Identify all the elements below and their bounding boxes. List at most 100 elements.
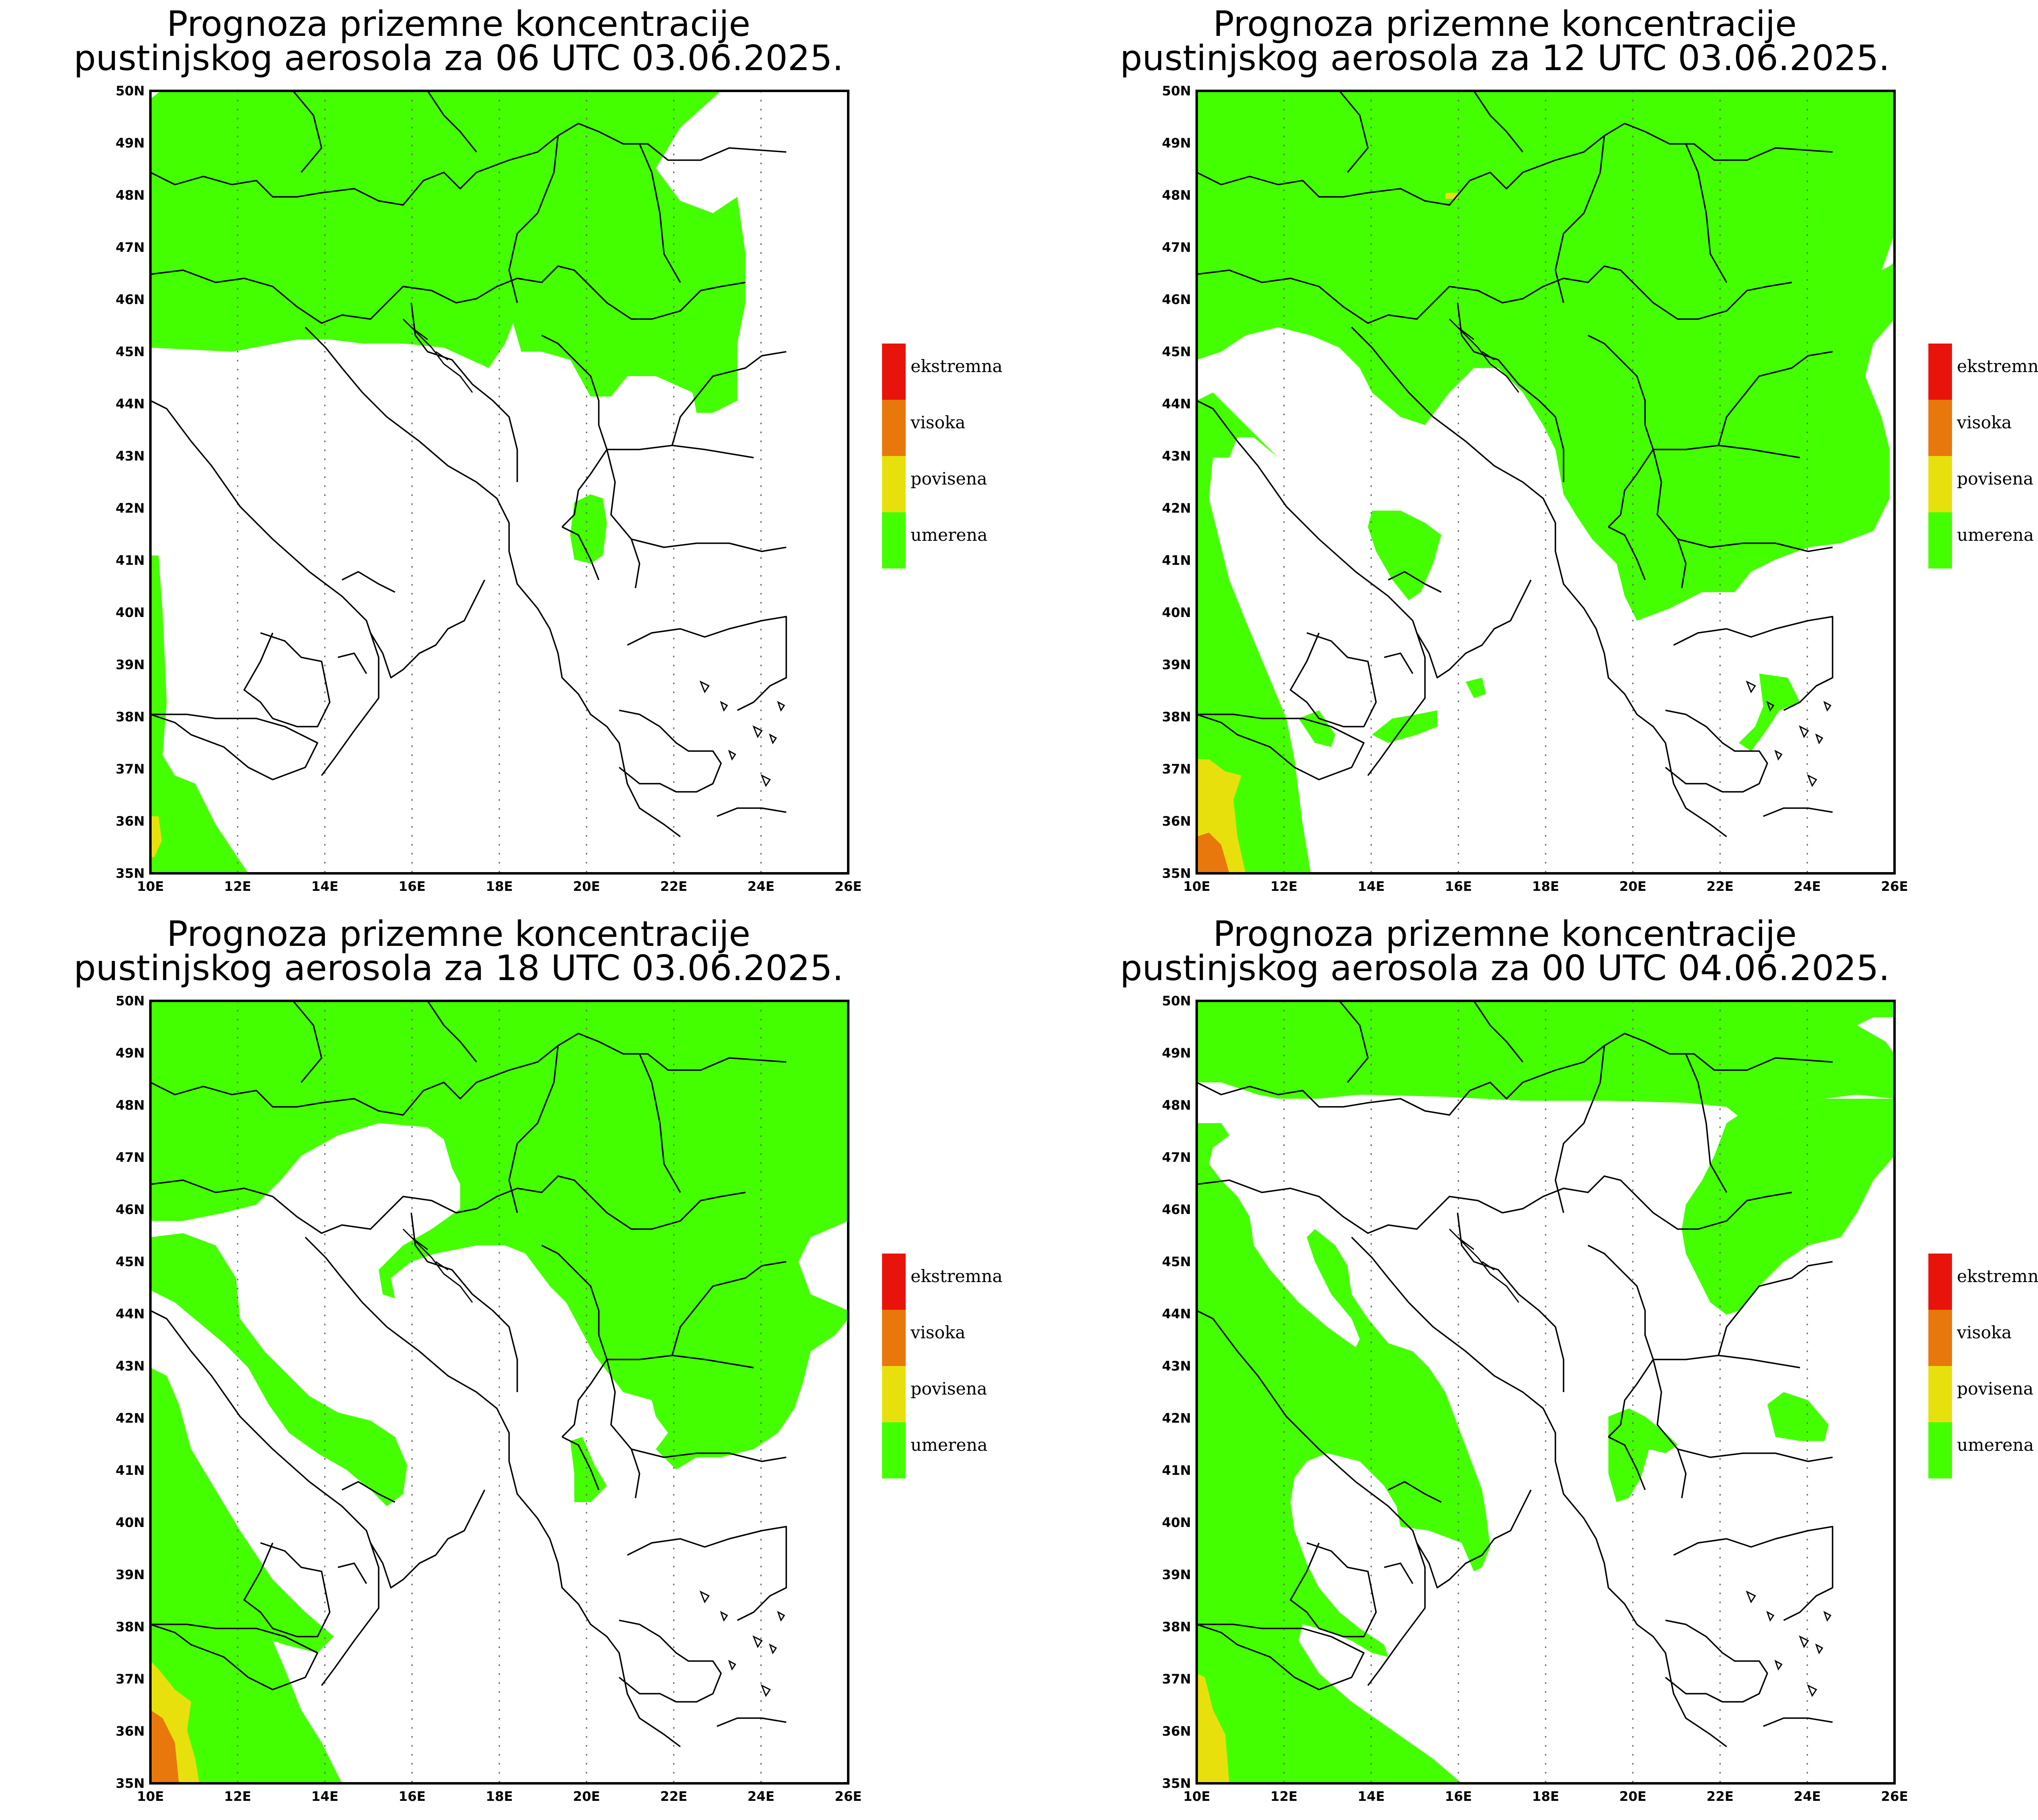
svg-text:45N: 45N [1162, 1254, 1191, 1269]
svg-text:39N: 39N [116, 657, 145, 672]
svg-text:12E: 12E [224, 879, 251, 894]
svg-text:39N: 39N [1162, 1567, 1191, 1582]
svg-text:37N: 37N [116, 1671, 145, 1687]
legend-label-povisena: povisena [911, 1379, 987, 1399]
svg-text:37N: 37N [116, 761, 145, 777]
svg-text:16E: 16E [399, 879, 426, 894]
map-panel: Prognoza prizemne koncentracije pustinjs… [74, 4, 1003, 894]
svg-text:10E: 10E [137, 879, 164, 894]
lat-tick-labels: 50N 49N 48N 47N 46N 45N 44N 43N 42N 41N … [1162, 83, 1191, 881]
svg-text:41N: 41N [1162, 1463, 1191, 1478]
panel-title-line2: pustinjskog aerosola za 00 UTC 04.06.202… [1120, 948, 1890, 989]
legend-swatch-umerena [882, 1422, 906, 1478]
map-frame [149, 1000, 849, 1785]
svg-text:45N: 45N [1162, 344, 1191, 359]
legend-label-ekstremna: ekstremna [1957, 1266, 2038, 1286]
legend-swatch-visoka [882, 1310, 906, 1366]
panel-title-line2: pustinjskog aerosola za 12 UTC 03.06.202… [1120, 38, 1890, 79]
svg-text:43N: 43N [1162, 1358, 1191, 1374]
legend-swatch-ekstremna [1928, 344, 1952, 400]
svg-text:22E: 22E [660, 879, 687, 894]
legend-swatch-visoka [1928, 1310, 1952, 1366]
svg-text:24E: 24E [748, 1789, 774, 1804]
svg-text:48N: 48N [116, 1097, 145, 1113]
forecast-panel-06utc: Prognoza prizemne koncentracije pustinjs… [0, 0, 1046, 910]
svg-text:42N: 42N [116, 500, 145, 516]
panel-title-line1: Prognoza prizemne koncentracije [167, 4, 750, 44]
svg-text:14E: 14E [311, 1789, 338, 1804]
svg-text:36N: 36N [1162, 813, 1191, 829]
svg-text:41N: 41N [116, 1463, 145, 1478]
map-panel: Prognoza prizemne koncentracije pustinjs… [74, 914, 1003, 1804]
panel-title-line2: pustinjskog aerosola za 06 UTC 03.06.202… [74, 38, 844, 79]
svg-text:20E: 20E [1619, 1789, 1646, 1804]
lat-tick-labels: 50N 49N 48N 47N 46N 45N 44N 43N 42N 41N … [116, 83, 145, 881]
svg-text:36N: 36N [116, 813, 145, 829]
svg-text:42N: 42N [1162, 500, 1191, 516]
legend-label-umerena: umerena [1957, 525, 2034, 545]
svg-text:41N: 41N [116, 553, 145, 568]
svg-text:49N: 49N [1162, 135, 1191, 151]
svg-text:14E: 14E [1358, 879, 1385, 894]
svg-text:10E: 10E [1183, 879, 1210, 894]
svg-text:20E: 20E [1619, 879, 1646, 894]
svg-text:46N: 46N [116, 1202, 145, 1217]
legend: ekstremna visoka povisena umerena [1928, 344, 2038, 568]
coastlines-and-borders [150, 1000, 787, 1747]
legend-label-visoka: visoka [1956, 1322, 2012, 1342]
svg-text:40N: 40N [116, 1515, 145, 1530]
svg-text:44N: 44N [116, 396, 145, 412]
lon-tick-labels: 10E 12E 14E 16E 18E 20E 22E 24E 26E [137, 1789, 862, 1804]
legend-label-ekstremna: ekstremna [1957, 356, 2038, 376]
svg-text:43N: 43N [116, 448, 145, 464]
legend-label-povisena: povisena [1957, 469, 2034, 489]
svg-text:47N: 47N [1162, 1150, 1191, 1165]
svg-text:47N: 47N [116, 240, 145, 255]
svg-text:45N: 45N [116, 1254, 145, 1269]
panel-title-line1: Prognoza prizemne koncentracije [167, 914, 750, 954]
svg-text:46N: 46N [1162, 292, 1191, 307]
svg-text:22E: 22E [660, 1789, 687, 1804]
concentration-fields [1197, 1001, 1895, 1783]
legend-swatch-povisena [882, 1366, 906, 1422]
svg-text:26E: 26E [835, 1789, 862, 1804]
svg-text:50N: 50N [1162, 993, 1191, 1009]
map-panel: Prognoza prizemne koncentracije pustinjs… [1120, 914, 2038, 1804]
legend-label-ekstremna: ekstremna [911, 356, 1003, 376]
svg-text:20E: 20E [573, 879, 600, 894]
legend-swatch-umerena [1928, 1422, 1952, 1478]
svg-text:22E: 22E [1707, 1789, 1734, 1804]
svg-text:14E: 14E [1358, 1789, 1385, 1804]
svg-text:37N: 37N [1162, 1671, 1191, 1687]
coastlines-and-borders [1196, 90, 1833, 837]
svg-text:35N: 35N [116, 866, 145, 881]
legend-label-povisena: povisena [911, 469, 987, 489]
panel-title-line1: Prognoza prizemne koncentracije [1213, 914, 1797, 954]
svg-text:18E: 18E [1532, 879, 1559, 894]
legend-swatch-povisena [1928, 1366, 1952, 1422]
svg-text:35N: 35N [1162, 1776, 1191, 1791]
map-frame [1195, 90, 1896, 875]
map-area [1195, 90, 1896, 875]
concentration-fields [1197, 91, 1895, 873]
panel-title-line1: Prognoza prizemne koncentracije [1213, 4, 1797, 44]
legend-label-umerena: umerena [911, 525, 988, 545]
svg-text:24E: 24E [1794, 1789, 1821, 1804]
svg-text:12E: 12E [1270, 879, 1297, 894]
svg-text:24E: 24E [1794, 879, 1821, 894]
svg-text:50N: 50N [116, 83, 145, 99]
forecast-panel-18utc: Prognoza prizemne koncentracije pustinjs… [0, 910, 1046, 1820]
legend-swatch-visoka [1928, 400, 1952, 456]
svg-text:48N: 48N [1162, 187, 1191, 203]
lat-tick-labels: 50N 49N 48N 47N 46N 45N 44N 43N 42N 41N … [116, 993, 145, 1791]
coastlines-and-borders [150, 90, 787, 837]
map-frame [149, 90, 849, 875]
svg-text:16E: 16E [1445, 1789, 1472, 1804]
legend-swatch-umerena [1928, 512, 1952, 568]
svg-text:40N: 40N [1162, 605, 1191, 620]
svg-text:49N: 49N [116, 1045, 145, 1061]
svg-text:35N: 35N [1162, 866, 1191, 881]
svg-text:10E: 10E [137, 1789, 164, 1804]
svg-text:44N: 44N [116, 1306, 145, 1322]
svg-text:42N: 42N [1162, 1410, 1191, 1426]
